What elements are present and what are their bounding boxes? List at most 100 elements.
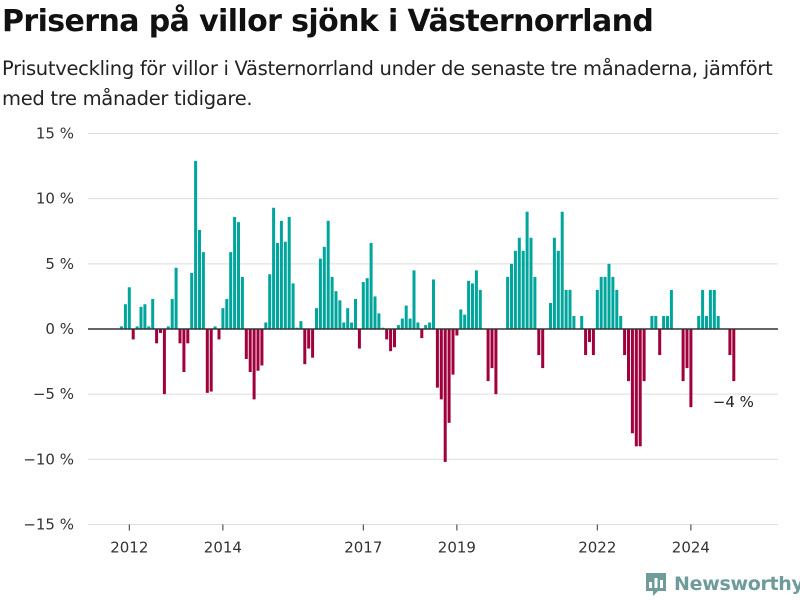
bar-2012-01 [127,287,131,329]
bar-2019-01 [455,329,459,336]
y-tick-label: −5 % [33,385,74,403]
bar-2018-05 [424,325,428,329]
bar-2019-03 [463,314,467,329]
bar-2018-11 [447,329,451,423]
bar-2024-04 [701,289,705,329]
bar-2023-08 [669,289,673,329]
bar-2014-02 [225,299,229,329]
bar-2023-07 [666,315,669,329]
bar-2018-01 [408,318,412,329]
bar-2012-05 [143,304,147,329]
bar-2015-10 [303,329,307,365]
bar-2023-03 [650,315,654,329]
bar-2024-11 [728,329,732,356]
bar-2014-07 [244,329,248,359]
bar-2015-01 [268,274,272,329]
bar-2015-06 [287,216,291,329]
bar-2019-10 [490,329,494,369]
bar-2014-03 [229,252,233,329]
x-tick-label: 2017 [344,539,382,557]
bar-2020-10 [537,329,541,356]
bar-2016-09 [346,308,350,329]
bar-2016-08 [342,322,346,329]
bar-2012-06 [147,326,151,329]
bar-2015-04 [279,220,283,329]
bar-2022-06 [615,289,619,329]
bar-2020-09 [533,276,537,329]
bar-2015-11 [307,329,311,349]
y-axis-ticks: 15 % 10 % 5 % 0 % −5 % −10 % −15 % [23,125,74,534]
bar-2017-04 [373,296,377,329]
bar-2017-02 [365,278,369,329]
bar-2018-02 [412,270,416,329]
bar-2015-03 [276,242,279,329]
bar-2021-05 [564,289,568,329]
bar-2015-07 [291,283,295,329]
bar-2016-11 [354,299,357,329]
bar-2013-11 [213,326,217,329]
bar-2017-10 [396,325,400,329]
bar-2020-06 [521,250,525,329]
bar-2020-04 [513,250,517,329]
bar-2013-03 [182,329,186,373]
bar-2016-10 [350,322,354,329]
x-tick-label: 2024 [672,539,710,557]
bar-2021-11 [588,329,591,343]
bar-2021-09 [580,315,584,329]
bar-2022-02 [599,276,603,329]
bar-2024-07 [712,289,716,329]
bar-2018-03 [416,322,420,329]
bar-2018-06 [428,322,432,329]
bar-2021-03 [556,250,560,329]
bar-2017-05 [377,313,381,329]
bar-2017-03 [369,242,373,329]
bar-2018-12 [451,329,455,375]
bar-2017-08 [389,329,393,352]
bar-2023-05 [658,329,662,356]
bar-2019-09 [486,329,490,382]
bar-2019-02 [459,309,463,329]
bar-2021-06 [568,289,572,329]
bar-2012-09 [159,329,162,333]
brand-logo[interactable]: Newsworthy [644,569,800,599]
bar-2013-06 [194,160,198,329]
bar-2021-04 [560,211,564,329]
bar-2018-10 [443,329,447,462]
bar-2019-04 [467,280,471,329]
bar-2013-05 [190,272,194,329]
x-tick-label: 2014 [204,539,242,557]
bar-2012-02 [131,329,135,340]
bar-2018-09 [439,329,443,400]
bar-2022-01 [595,289,599,329]
bar-2022-12 [638,329,642,447]
bar-2024-08 [716,315,720,329]
bar-2013-02 [178,329,182,344]
bar-2014-11 [260,329,264,366]
bar-2022-04 [607,263,611,329]
bar-2019-05 [471,283,474,329]
bar-2013-12 [217,329,221,340]
bar-2014-01 [221,308,225,329]
bar-2016-01 [315,308,318,329]
bar-2012-11 [166,326,170,329]
bar-2011-12 [123,304,127,329]
chart-title: Priserna på villor sjönk i Västernorrlan… [2,4,654,39]
bar-2018-04 [420,329,424,339]
bar-2024-01 [689,329,693,408]
y-tick-label: 0 % [45,320,74,338]
bar-2016-06 [334,291,338,329]
bar-2018-08 [435,329,439,388]
bar-2017-09 [393,329,396,348]
bar-2013-08 [201,252,205,329]
bar-2020-08 [529,237,533,329]
bar-2013-01 [174,267,178,329]
bar-2016-04 [326,220,330,329]
bar-2022-11 [634,329,638,447]
y-tick-label: 5 % [45,255,74,273]
bar-2023-06 [662,315,666,329]
y-tick-label: −15 % [23,516,74,534]
bar-2015-12 [311,329,315,358]
bar-2013-09 [205,329,209,393]
bar-2020-03 [510,263,513,329]
